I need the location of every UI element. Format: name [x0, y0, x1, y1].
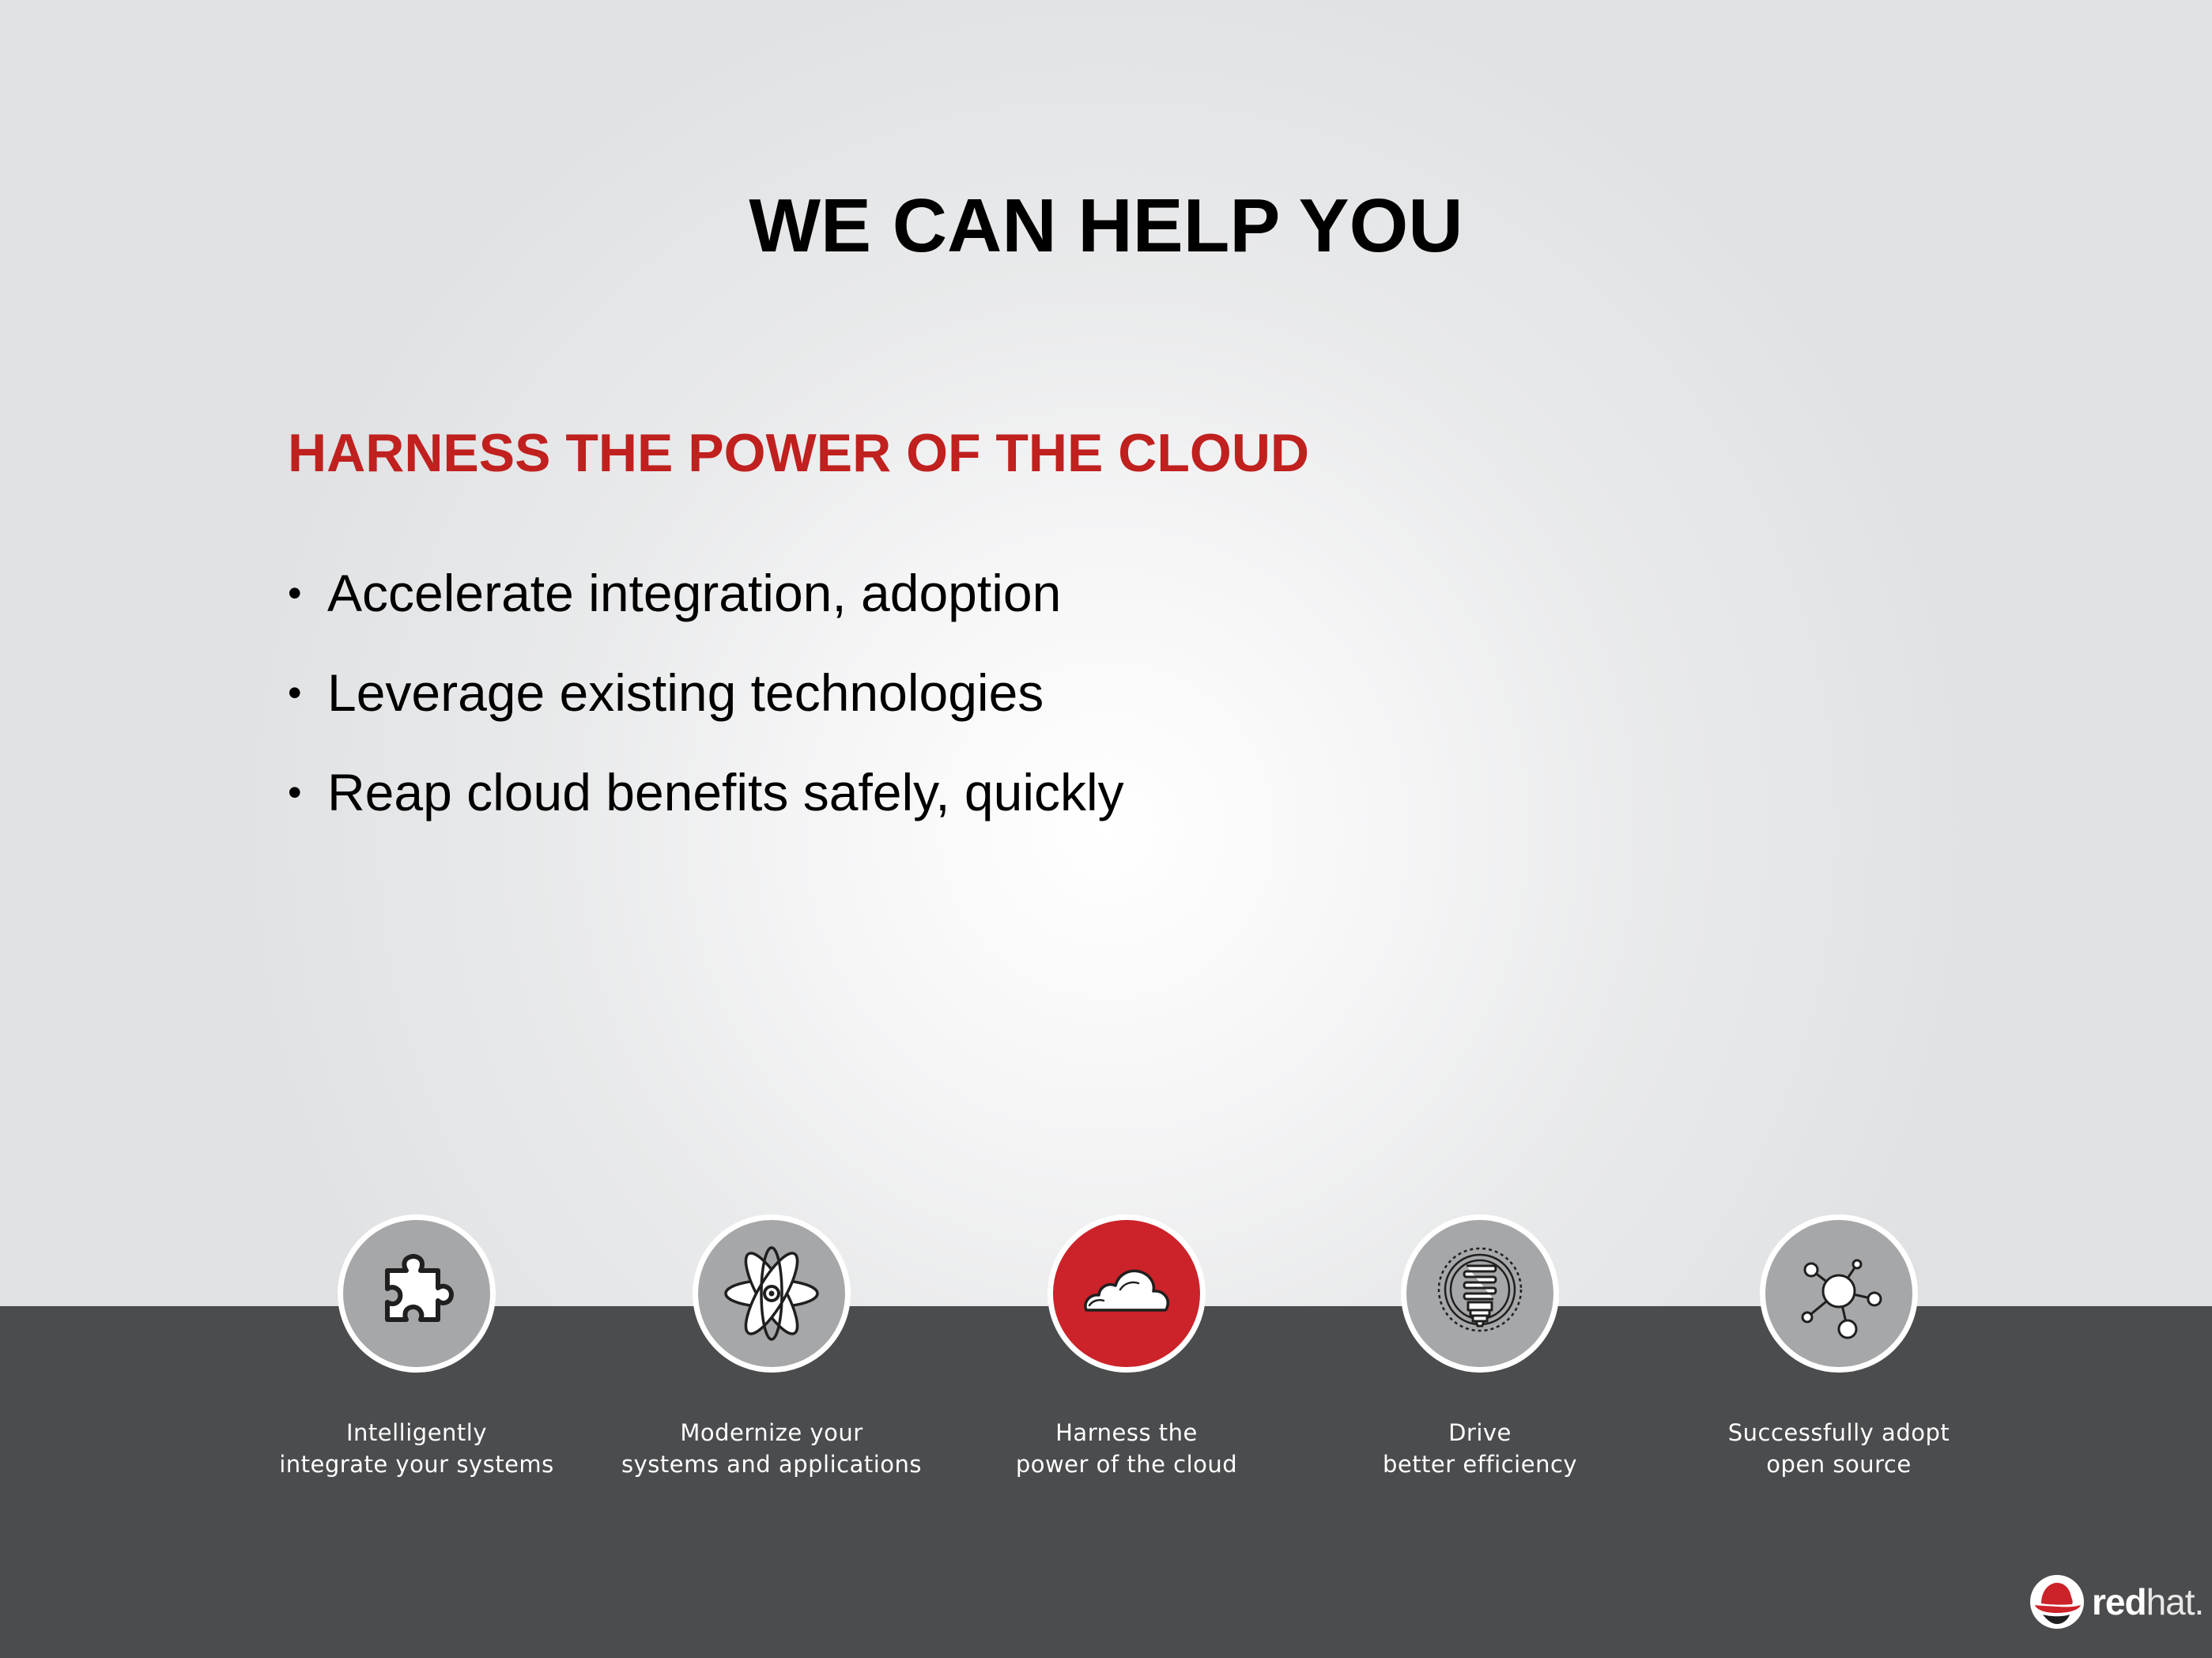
pillar-circle-active — [1047, 1214, 1206, 1373]
pillar-caption-line: integrate your systems — [279, 1451, 554, 1478]
puzzle-piece-icon — [385, 1254, 454, 1322]
pillar-caption-line: Successfully adopt — [1727, 1419, 1950, 1446]
pillar-integrate: Intelligently integrate your systems — [235, 1214, 598, 1480]
bullet-item: • Reap cloud benefits safely, quickly — [288, 761, 1124, 824]
bullet-item: • Leverage existing technologies — [288, 661, 1124, 724]
bullet-list: • Accelerate integration, adoption • Lev… — [288, 561, 1124, 860]
pillar-caption-line: Drive — [1448, 1419, 1512, 1446]
pillar-modernize: Modernize your systems and applications — [590, 1214, 953, 1480]
bullet-marker: • — [288, 571, 302, 615]
bullet-text: Leverage existing technologies — [327, 663, 1044, 722]
section-heading: HARNESS THE POWER OF THE CLOUD — [288, 423, 1310, 483]
pillar-caption-line: systems and applications — [621, 1451, 923, 1478]
pillar-circle — [693, 1214, 851, 1373]
pillar-caption-line: Intelligently — [345, 1419, 488, 1446]
pillar-open-source: Successfully adopt open source — [1657, 1214, 2021, 1480]
bullet-text: Accelerate integration, adoption — [327, 564, 1062, 622]
pillar-caption: Successfully adopt open source — [1657, 1417, 2021, 1480]
bullet-marker: • — [288, 670, 302, 715]
bullet-item: • Accelerate integration, adoption — [288, 561, 1124, 625]
pillar-circle — [338, 1214, 496, 1373]
slide-title: WE CAN HELP YOU — [749, 183, 1463, 268]
cloud-icon — [1084, 1269, 1169, 1312]
pillar-circle — [1401, 1214, 1559, 1373]
bullet-marker: • — [288, 770, 302, 814]
pillar-caption: Modernize your systems and applications — [590, 1417, 953, 1480]
pillar-caption-line: Modernize your — [680, 1419, 863, 1446]
pillar-caption-line: power of the cloud — [1015, 1451, 1238, 1478]
pillar-cloud: Harness the power of the cloud — [945, 1214, 1308, 1480]
network-node-icon — [1801, 1259, 1882, 1339]
pillar-caption-line: better efficiency — [1382, 1451, 1578, 1478]
pillar-caption-line: open source — [1766, 1451, 1912, 1478]
redhat-wordmark: redhat. — [2092, 1581, 2205, 1623]
wordmark-light: hat. — [2146, 1581, 2205, 1622]
light-bulb-icon — [1437, 1247, 1523, 1332]
shadowman-icon — [2030, 1575, 2084, 1629]
wordmark-bold: red — [2092, 1581, 2147, 1622]
bullet-text: Reap cloud benefits safely, quickly — [327, 763, 1124, 821]
pillar-caption-line: Harness the — [1055, 1419, 1198, 1446]
pillar-caption: Harness the power of the cloud — [945, 1417, 1308, 1480]
redhat-logo: redhat. — [2029, 1570, 2205, 1633]
pillar-caption: Drive better efficiency — [1298, 1417, 1662, 1480]
pillar-caption: Intelligently integrate your systems — [235, 1417, 598, 1480]
pillar-efficiency: Drive better efficiency — [1298, 1214, 1662, 1480]
pillar-circle — [1760, 1214, 1918, 1373]
atom-icon — [724, 1246, 819, 1341]
